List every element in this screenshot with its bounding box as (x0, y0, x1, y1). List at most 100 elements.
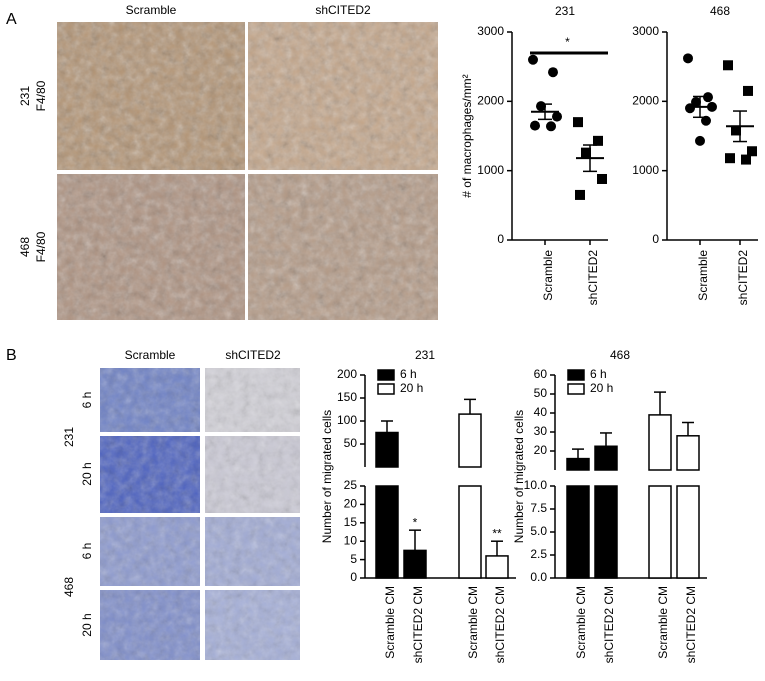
gap (57, 170, 438, 174)
bar (648, 485, 672, 579)
legend-label: 20 h (400, 381, 423, 395)
data-point (685, 103, 695, 114)
data-point (743, 85, 753, 96)
significance-label: ** (492, 526, 502, 540)
gap (100, 513, 300, 517)
data-point (703, 92, 713, 103)
data-point (575, 189, 585, 200)
y-tick-label: 7.5 (530, 501, 547, 515)
legend-swatch (567, 369, 585, 381)
x-tick-label: shCITED2 (586, 250, 600, 306)
y-tick-label: 10.0 (524, 478, 548, 492)
y-tick-label: 60 (534, 367, 548, 381)
data-point (548, 67, 558, 78)
row-label: 6 h (80, 392, 94, 409)
y-tick-label: 40 (534, 405, 548, 419)
legend-label: 6 h (400, 367, 417, 381)
row-label: 468 (62, 577, 76, 597)
y-tick-label: 0 (652, 232, 659, 246)
significance-label: * (413, 515, 418, 529)
bar (403, 549, 427, 579)
micrographs-b (100, 368, 300, 660)
y-tick-label: 3000 (477, 24, 504, 38)
bar (594, 445, 618, 471)
data-point (683, 53, 693, 64)
y-tick-label: 1000 (632, 163, 659, 177)
data-point (741, 154, 751, 165)
y-tick-label: 20 (534, 443, 548, 457)
data-point (725, 153, 735, 164)
x-tick-label: shCITED2 CM (493, 586, 507, 663)
row-label: 20 h (80, 462, 94, 485)
legend-label: 6 h (590, 367, 607, 381)
y-tick-label: 15 (344, 515, 358, 529)
data-point (731, 125, 741, 136)
data-point (691, 97, 701, 108)
row-label: 20 h (80, 613, 94, 636)
bar (566, 485, 590, 579)
row-label: 6 h (80, 543, 94, 560)
row-label: 468 (18, 237, 32, 257)
data-point (747, 146, 757, 157)
y-tick-label: 0 (497, 232, 504, 246)
panel-label: B (6, 347, 17, 364)
bar (375, 485, 399, 579)
data-point (593, 135, 603, 146)
y-axis-label: # of macrophages/mm² (460, 74, 474, 197)
x-tick-label: Scramble (541, 250, 555, 301)
data-point (573, 117, 583, 128)
chart-title: 468 (610, 348, 630, 362)
bar (458, 413, 482, 468)
y-tick-label: 20 (344, 497, 358, 511)
y-tick-label: 5.0 (530, 524, 547, 538)
y-tick-label: 200 (337, 367, 357, 381)
y-tick-label: 0.0 (530, 570, 547, 584)
column-label: shCITED2 (315, 3, 371, 17)
row-label: 231 (18, 86, 32, 106)
y-tick-label: 30 (534, 424, 548, 438)
column-label: Scramble (125, 348, 176, 362)
bar (676, 485, 700, 579)
bar (648, 414, 672, 471)
column-label: Scramble (126, 3, 177, 17)
data-point (528, 54, 538, 65)
y-tick-label: 2.5 (530, 547, 547, 561)
row-label: F4/80 (34, 80, 48, 111)
row-label: 231 (62, 427, 76, 447)
gap (100, 432, 300, 436)
data-point (695, 135, 705, 146)
y-tick-label: 3000 (632, 24, 659, 38)
y-tick-label: 10 (344, 533, 358, 547)
data-point (546, 121, 556, 132)
bar (566, 457, 590, 471)
data-point (552, 111, 562, 122)
y-tick-label: 150 (337, 390, 357, 404)
legend-swatch (567, 383, 585, 395)
legend-label: 20 h (590, 381, 613, 395)
y-tick-label: 0 (350, 570, 357, 584)
y-axis-label: Number of migrated cells (512, 410, 526, 543)
y-tick-label: 50 (344, 436, 358, 450)
significance-label: * (565, 35, 570, 49)
x-tick-label: shCITED2 CM (684, 586, 698, 663)
x-tick-label: Scramble CM (656, 586, 670, 659)
x-tick-label: shCITED2 (736, 250, 750, 306)
bar (458, 485, 482, 579)
row-label: F4/80 (34, 231, 48, 262)
bar (676, 435, 700, 471)
bar (594, 485, 618, 579)
x-tick-label: Scramble (696, 250, 710, 301)
x-tick-label: Scramble CM (466, 586, 480, 659)
y-tick-label: 100 (337, 413, 357, 427)
bar (485, 555, 509, 579)
x-tick-label: Scramble CM (574, 586, 588, 659)
legend-swatch (377, 383, 395, 395)
data-point (581, 147, 591, 158)
data-point (701, 115, 711, 126)
chart-title: 231 (555, 4, 575, 18)
y-tick-label: 2000 (632, 94, 659, 108)
x-tick-label: Scramble CM (383, 586, 397, 659)
y-tick-label: 1000 (477, 163, 504, 177)
chart-title: 468 (710, 4, 730, 18)
